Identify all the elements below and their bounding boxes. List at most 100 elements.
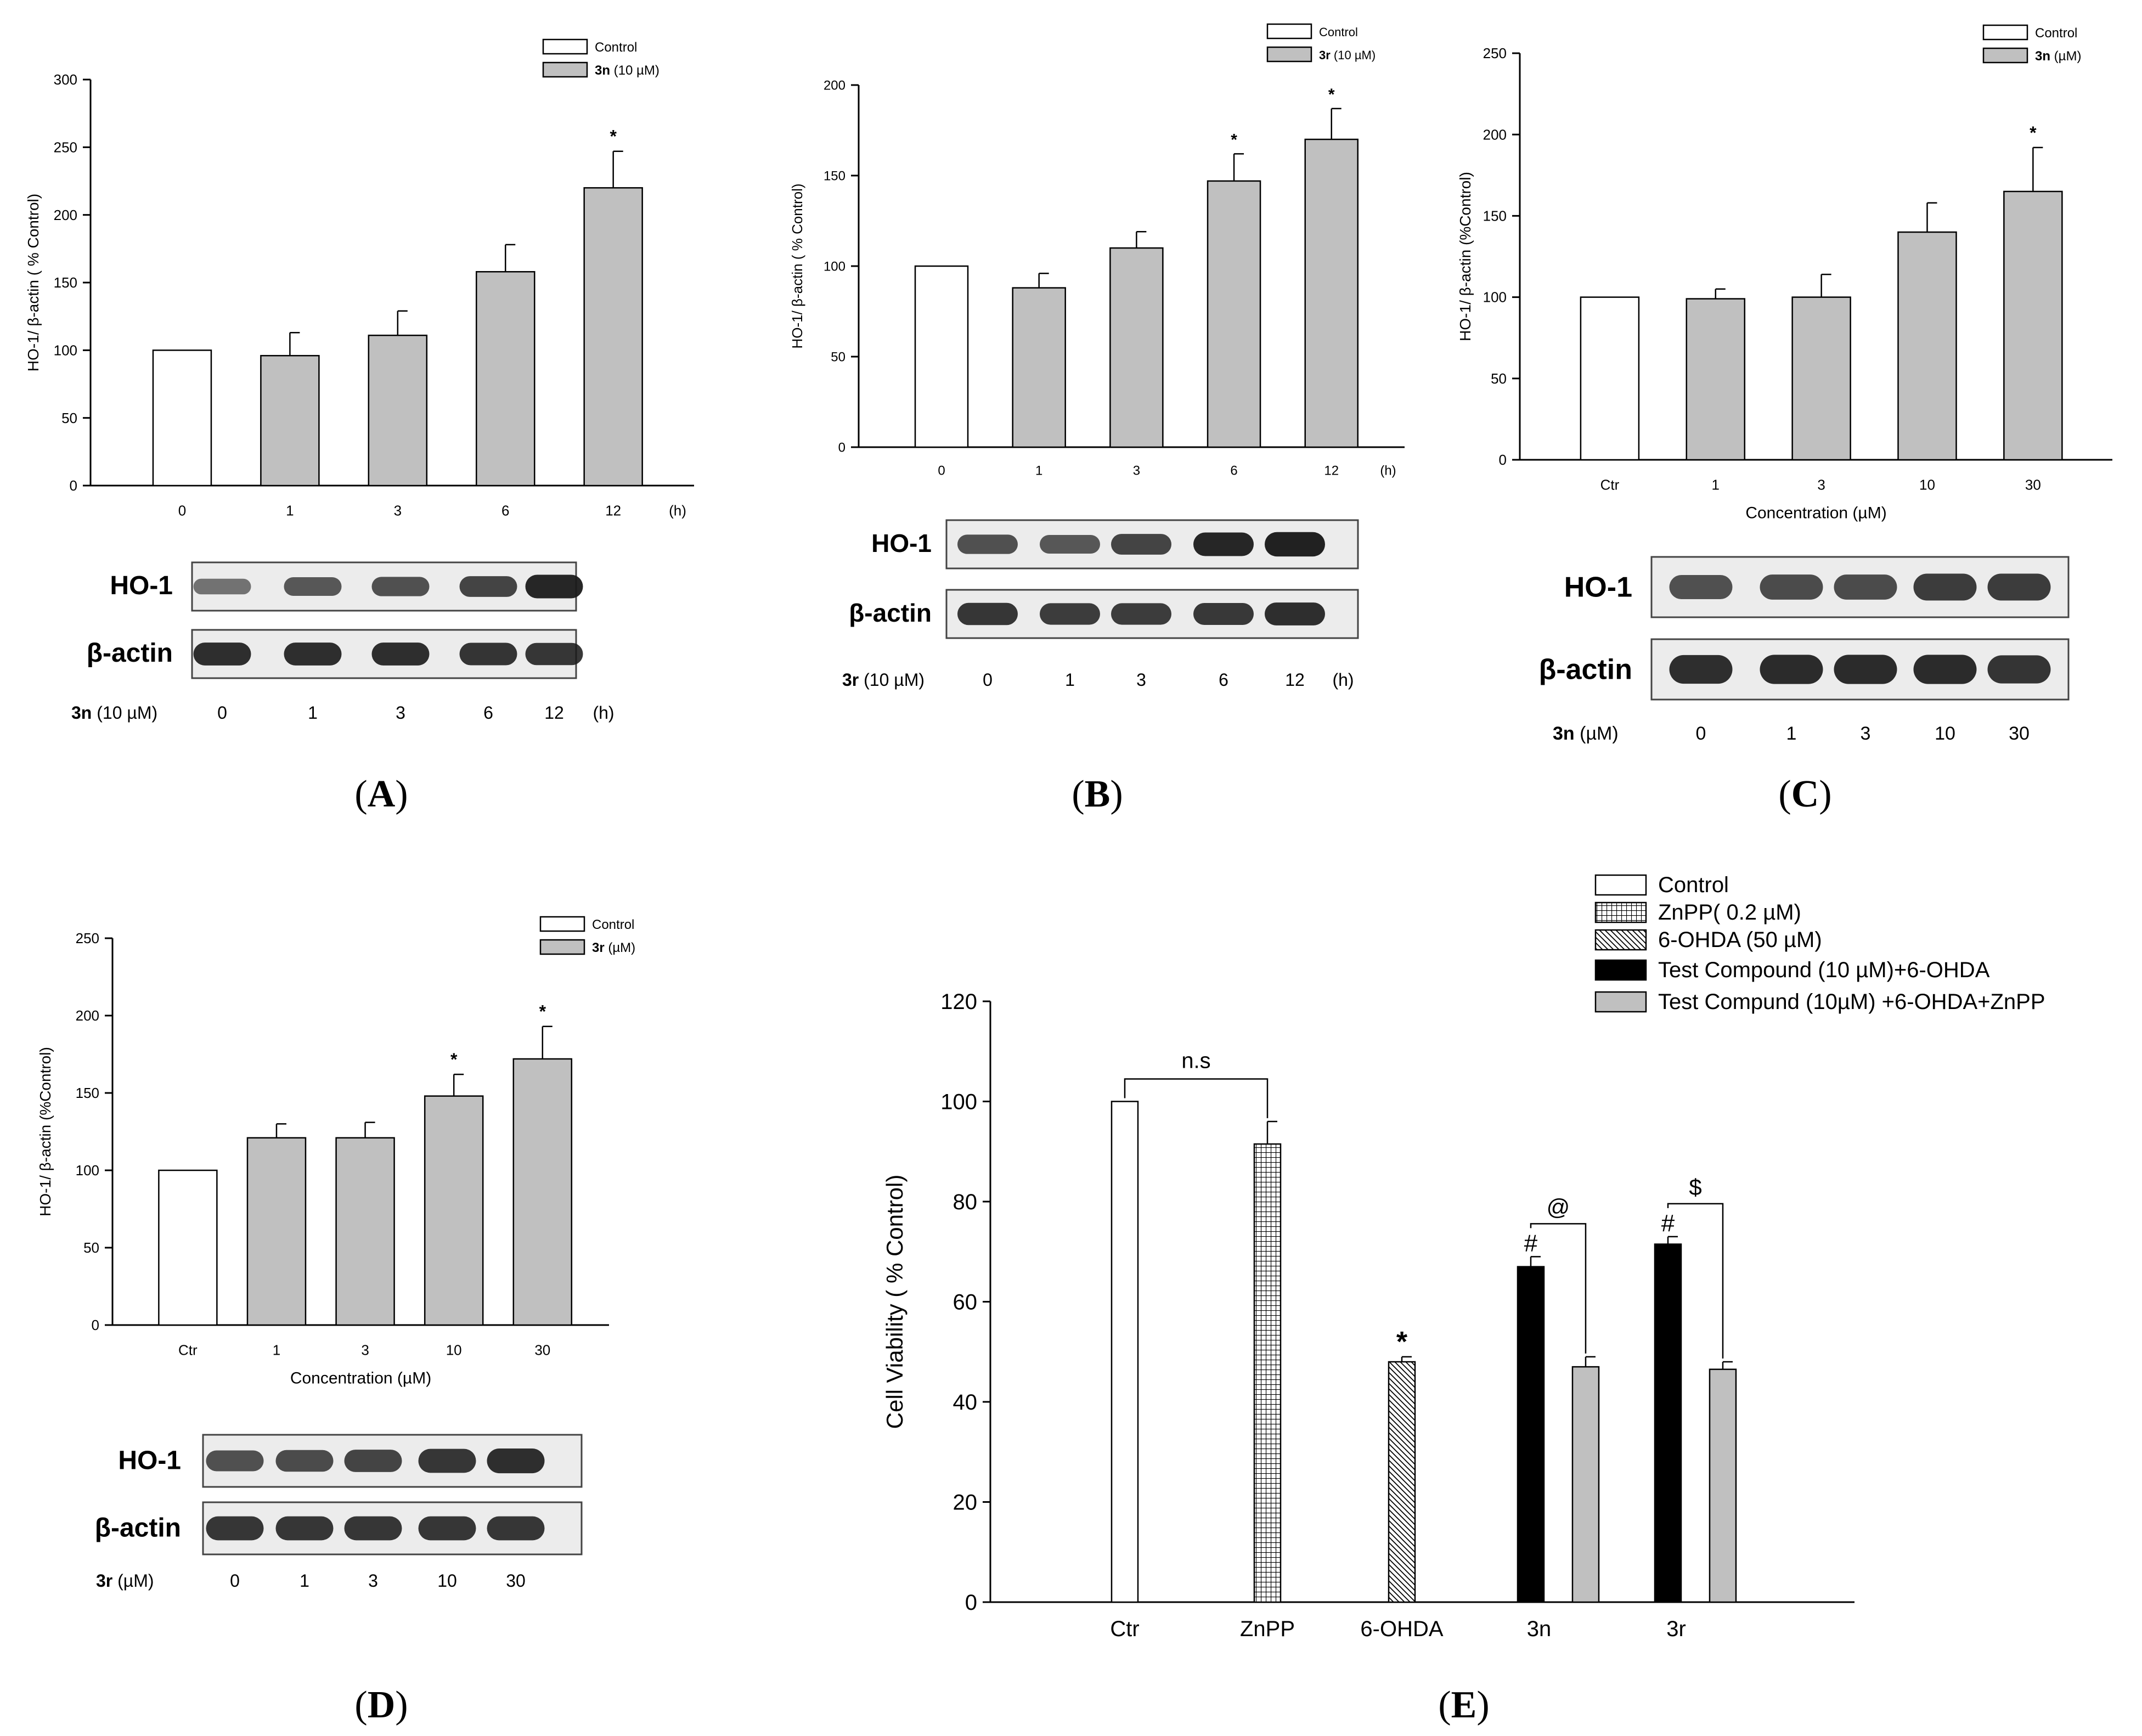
x-unit-label: (h) <box>1380 463 1396 478</box>
significance-hash: # <box>1524 1230 1538 1256</box>
y-tick-label: 0 <box>92 1317 99 1333</box>
bar-black <box>1654 1243 1682 1603</box>
blot-footer-suffix: (h) <box>593 703 614 723</box>
blot-footer-tick: 6 <box>483 703 493 723</box>
blot-footer-label: 3r (10 µM) <box>842 670 925 690</box>
blot-row-label: β-actin <box>95 1514 181 1543</box>
blot-footer-tick: 10 <box>437 1571 457 1591</box>
blot-footer-tick: 1 <box>308 703 318 723</box>
blot-band <box>206 1516 264 1541</box>
blot-row-label: β-actin <box>87 639 173 668</box>
panel-label-c: (C) <box>1778 773 1832 815</box>
legend-text: (10 µM) <box>1331 48 1376 62</box>
bar-control <box>158 1169 218 1326</box>
y-tick-label: 150 <box>824 168 845 183</box>
bar-treated <box>1109 247 1164 448</box>
significance-marker: * <box>1231 131 1237 149</box>
y-tick-label: 50 <box>831 350 845 364</box>
blot-row-label: HO-1 <box>110 571 173 600</box>
bar-control <box>1111 1101 1139 1603</box>
blot-band <box>957 534 1018 554</box>
panel-c: 0 50 100 150 200 250 HO-1/ β-actin (%Control) C… <box>1427 0 2142 834</box>
blot-band <box>1040 603 1100 625</box>
legend-swatch-hatch <box>1594 929 1647 951</box>
bar-hatch <box>1388 1361 1416 1603</box>
blot-footer-tick: 1 <box>300 1571 309 1591</box>
blot-footer-tick: 30 <box>2009 723 2030 744</box>
x-tick-label: 0 <box>938 463 945 478</box>
blot-band <box>459 642 517 666</box>
x-tick-label: 3n <box>1527 1617 1552 1641</box>
y-tick-label: 0 <box>838 440 845 455</box>
x-tick-label: 3 <box>361 1342 369 1359</box>
blot-band <box>275 1450 334 1472</box>
legend-text: Control <box>2035 26 2077 41</box>
y-tick-label: 0 <box>1499 452 1507 468</box>
blot-band <box>275 1516 334 1541</box>
blot-footer-tick: 0 <box>1696 723 1706 744</box>
blot-band <box>525 642 583 666</box>
x-unit-label: (h) <box>669 503 686 519</box>
panel-label-b: (B) <box>1072 773 1123 815</box>
blot-band <box>487 1516 545 1541</box>
x-tick-label: 0 <box>178 503 186 519</box>
blot-footer-label: 3r (µM) <box>96 1571 154 1591</box>
blot-row-label: HO-1 <box>1564 572 1632 604</box>
y-tick-label: 50 <box>1491 370 1507 387</box>
significance-marker: * <box>2030 123 2037 143</box>
blot-band <box>284 642 342 666</box>
y-axis-title: HO-1/ β-actin (%Control) <box>1457 172 1474 341</box>
blot-footer-tick: 0 <box>983 670 993 690</box>
panel-d: 0 50 100 150 200 250 HO-1/ β-actin (%Control) C… <box>0 856 658 1736</box>
blot-band <box>1987 655 2051 684</box>
blot-band <box>1265 532 1325 557</box>
blot-band <box>371 577 430 596</box>
legend-swatch-treated <box>1594 991 1647 1013</box>
chart-b: 0 50 100 150 200 HO-1/ β-actin ( % Control) 0 1… <box>789 23 1405 690</box>
x-tick-label: 12 <box>605 503 621 519</box>
blot-row-label: β-actin <box>1539 654 1632 686</box>
legend-swatch-control <box>1594 874 1647 896</box>
x-tick-label: 10 <box>446 1342 462 1359</box>
legend-compound: 3n <box>2035 49 2050 64</box>
blot-band <box>371 642 430 666</box>
bar-treated <box>1012 287 1066 448</box>
y-tick-label: 0 <box>965 1591 977 1615</box>
panel-label-e: (E) <box>1438 1684 1490 1726</box>
x-tick-label: 30 <box>2025 477 2041 493</box>
blot-band <box>284 577 342 596</box>
legend-swatch-control <box>1982 24 2028 41</box>
x-axis-title: Concentration (µM) <box>290 1369 431 1388</box>
blot-footer-compound: 3n <box>1553 723 1575 744</box>
legend-swatch-treated <box>539 939 585 955</box>
blot-band <box>1193 603 1254 625</box>
y-axis-title: HO-1/ β-actin ( % Control) <box>25 194 42 371</box>
y-tick-label: 200 <box>76 1007 99 1024</box>
bar-control <box>1580 296 1640 461</box>
comparison-symbol: @ <box>1547 1194 1570 1220</box>
legend-swatch-control <box>539 916 585 932</box>
blot-footer-tick: 6 <box>1219 670 1228 690</box>
y-tick-label: 300 <box>54 71 77 88</box>
y-axis-title: Cell Viability ( % Control) <box>882 1175 907 1429</box>
panel-e: 0 20 40 60 80 100 120 Cell Viability ( % Contro… <box>658 856 2142 1736</box>
y-tick-label: 50 <box>83 1239 99 1256</box>
x-tick-label: 1 <box>1035 463 1042 478</box>
x-tick-label: 1 <box>286 503 294 519</box>
y-axis-title: HO-1/ β-actin ( % Control) <box>789 183 805 348</box>
blot-band <box>1669 575 1733 599</box>
legend-text: Control <box>1319 25 1358 39</box>
x-tick-label: 30 <box>534 1342 550 1359</box>
panel-label-d: (D) <box>354 1684 408 1726</box>
legend-text: (µM) <box>2050 49 2081 64</box>
x-tick-label: 6 <box>1230 463 1237 478</box>
blot-footer-unit: (10 µM) <box>859 670 925 690</box>
x-tick-label: 12 <box>1324 463 1339 478</box>
blot-footer-unit: (µM) <box>112 1571 154 1591</box>
bar-treated <box>1791 296 1851 461</box>
blot-footer-tick: 10 <box>1935 723 1955 744</box>
significance-marker: * <box>450 1050 458 1069</box>
y-tick-label: 200 <box>54 207 77 223</box>
x-tick-label: 3 <box>1133 463 1140 478</box>
x-tick-label: 3r <box>1666 1617 1686 1641</box>
